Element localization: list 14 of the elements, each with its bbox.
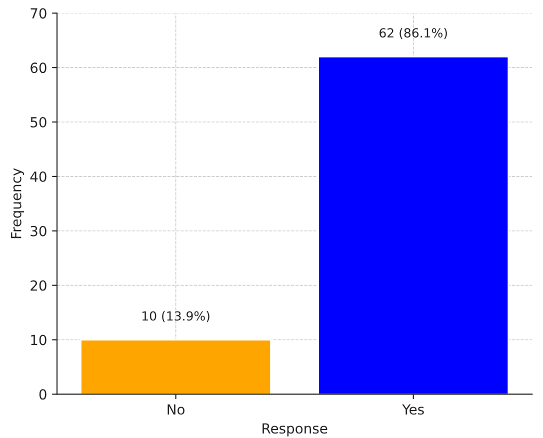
data-label: 10 (13.9%) xyxy=(142,311,210,322)
y-tick-label: 50 xyxy=(30,116,46,128)
y-tick-label: 60 xyxy=(30,62,46,74)
x-axis-title: Response xyxy=(262,423,328,436)
x-tick-label: Yes xyxy=(402,404,424,415)
y-tick-label: 40 xyxy=(30,171,46,182)
data-label: 62 (86.1%) xyxy=(380,28,447,40)
y-tick-label: 70 xyxy=(30,8,46,19)
x-tick-label: No xyxy=(168,404,184,415)
y-tick-label: 10 xyxy=(31,334,46,346)
y-tick-label: 20 xyxy=(30,280,46,291)
y-tick-label: 30 xyxy=(30,226,46,236)
y-tick-label: 0 xyxy=(39,389,46,400)
y-axis-title: Frequency xyxy=(11,168,24,238)
